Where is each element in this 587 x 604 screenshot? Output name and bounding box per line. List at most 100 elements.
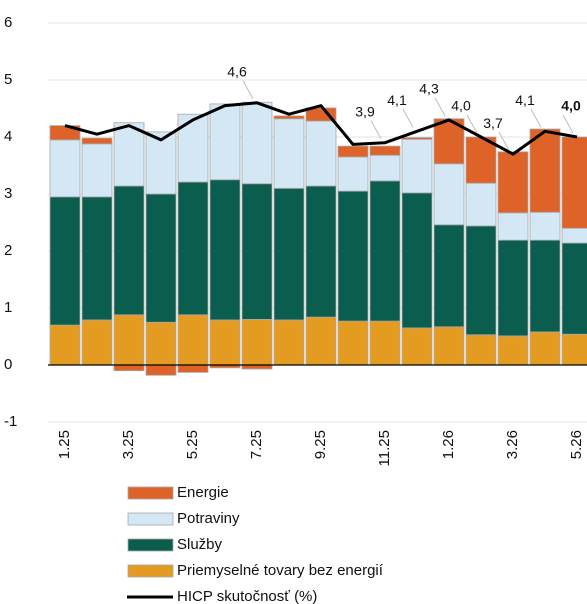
- line-series: [64, 101, 578, 156]
- x-tick-label: 7.25: [248, 430, 265, 459]
- bar-segment: [465, 225, 497, 336]
- legend-swatch: [127, 486, 174, 500]
- bar-segment: [241, 183, 273, 320]
- y-tick-label: 2: [4, 242, 12, 259]
- x-tick-label: 1.25: [56, 430, 73, 459]
- bar-segment: [113, 185, 145, 316]
- bar-segment: [177, 181, 209, 316]
- bar-segment: [465, 334, 497, 366]
- bar-segment: [497, 212, 529, 241]
- bar-segment: [465, 182, 497, 227]
- bar-segment: [241, 318, 273, 366]
- bar-segment: [113, 364, 145, 372]
- bar-segment: [465, 136, 497, 184]
- bar-segment: [273, 187, 305, 321]
- legend-label: Energie: [177, 484, 229, 501]
- leader-line: [530, 109, 542, 128]
- leader-line: [466, 114, 478, 134]
- y-tick-label: 1: [4, 299, 12, 316]
- bar-segment: [49, 139, 81, 198]
- bar-segment: [113, 122, 145, 187]
- bar-segment: [177, 113, 209, 183]
- legend-swatch: [127, 538, 174, 552]
- bar-segment: [209, 103, 241, 181]
- bar-segment: [369, 320, 401, 366]
- bar-segment: [401, 327, 433, 366]
- y-tick-label: 3: [4, 185, 12, 202]
- bar-segment: [529, 128, 561, 213]
- value-label: 4,0: [561, 98, 581, 114]
- bar-segment: [401, 192, 433, 329]
- bar-segment: [529, 211, 561, 241]
- bar-segment: [561, 333, 587, 366]
- y-tick-label: 4: [4, 128, 12, 145]
- y-tick-label: 5: [4, 71, 12, 88]
- value-label: 3,9: [355, 103, 375, 119]
- bar-segment: [401, 138, 433, 194]
- bar-segment: [369, 180, 401, 322]
- bar-segment: [177, 314, 209, 366]
- value-label: 4,6: [227, 64, 247, 80]
- bar-segment: [305, 120, 337, 187]
- bar-segment: [209, 319, 241, 366]
- y-tick-label: 6: [4, 14, 12, 31]
- bar-segment: [337, 190, 369, 322]
- bar-segment: [81, 143, 113, 198]
- legend-label: Priemyselné tovary bez energií: [177, 562, 384, 579]
- bar-segment: [305, 185, 337, 318]
- bar-segment: [81, 137, 113, 145]
- bar-segment: [337, 145, 369, 158]
- bar-segment: [561, 136, 587, 229]
- bar-segment: [241, 101, 273, 185]
- bar-segment: [369, 154, 401, 182]
- bar-segment: [433, 163, 465, 226]
- bar-segment: [305, 316, 337, 366]
- bar-segment: [433, 326, 465, 366]
- bar-segment: [145, 131, 177, 195]
- value-label: 4,1: [387, 92, 407, 108]
- leader-line: [434, 97, 446, 117]
- bar-segment: [209, 179, 241, 321]
- bar-segment: [273, 118, 305, 189]
- bar-segment: [369, 145, 401, 156]
- bar-segment: [529, 239, 561, 333]
- y-tick-label: 0: [4, 356, 12, 373]
- legend-swatch: [127, 564, 174, 578]
- bar-segment: [81, 196, 113, 321]
- legend-label: Potraviny: [177, 510, 240, 527]
- legend-swatch: [127, 512, 174, 526]
- bar-segment: [113, 314, 145, 366]
- bar-segment: [497, 335, 529, 366]
- y-tick-label: -1: [4, 413, 17, 430]
- value-label: 4,0: [451, 98, 471, 114]
- value-label: 4,1: [515, 92, 535, 108]
- bar-segment: [81, 319, 113, 366]
- leader-line: [562, 114, 574, 134]
- bar-segment: [497, 151, 529, 214]
- bar-segment: [337, 156, 369, 192]
- bar-segment: [273, 115, 305, 120]
- bar-segment: [273, 319, 305, 366]
- legend-label: Služby: [177, 536, 223, 553]
- bar-segment: [401, 137, 433, 140]
- bar-segment: [145, 193, 177, 323]
- x-tick-label: 3.25: [120, 430, 137, 459]
- x-tick-label: 1.26: [440, 430, 457, 459]
- bar-segment: [561, 242, 587, 335]
- x-tick-label: 5.25: [184, 430, 201, 459]
- bar-segment: [49, 196, 81, 326]
- leader-line: [370, 120, 382, 139]
- bar-segment: [49, 324, 81, 366]
- bar-segment: [145, 364, 177, 376]
- x-tick-label: 11.25: [376, 430, 393, 466]
- value-label: 4,3: [419, 81, 439, 97]
- leader-line: [242, 80, 254, 100]
- bar-segment: [337, 320, 369, 366]
- bar-segment: [177, 364, 209, 373]
- leader-line: [402, 109, 414, 128]
- leader-line: [498, 131, 510, 151]
- bar-segment: [497, 239, 529, 337]
- bar-segment: [145, 321, 177, 366]
- value-label: 3,7: [483, 115, 503, 131]
